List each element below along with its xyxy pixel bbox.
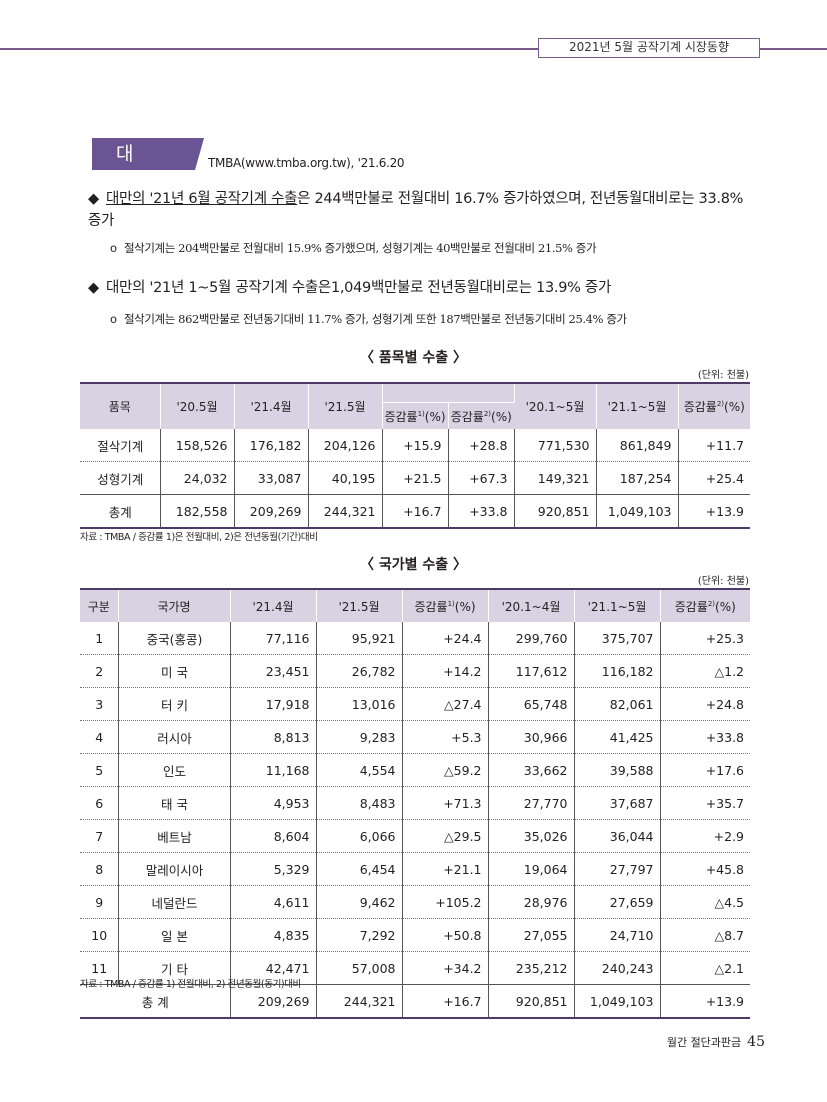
col-header-spacer [382,383,515,403]
table-row: 10 일 본 4,835 7,292 +50.8 27,055 24,710 △8.7 [80,918,750,952]
circle-bullet-icon: o [110,241,117,255]
col-header: '21.5월 [316,589,403,622]
col-header: '21.1~5월 [574,589,661,622]
header-rule [0,48,827,50]
col-header: 증감률2)(%) [660,589,750,622]
circle-bullet-icon: o [110,312,117,326]
table-row: 8 말레이시아 5,329 6,454 +21.1 19,064 27,797 +45.8 [80,852,750,886]
col-header: '21.4월 [230,589,317,622]
source-citation: TMBA(www.tmba.org.tw), '21.6.20 [208,156,405,170]
bullet-2-text: 대만의 '21년 1~5월 공작기계 수출은1,049백만불로 전년동월대비로는… [106,280,612,296]
table1-unit: (단위: 천불) [697,370,749,381]
sub-bullet-1-text: 절삭기계는 204백만불로 전월대비 15.9% 증가했으며, 성형기계는 40… [124,241,597,255]
diamond-icon: ◆ [88,191,99,207]
col-header: '20.5월 [160,383,235,429]
table-row: 절삭기계 158,526 176,182 204,126 +15.9 +28.8 771,5… [80,429,750,462]
table-total-row: 총 계 209,269 244,321 +16.7 920,851 1,049,103… [80,984,750,1018]
bullet-1-text: 은 244백만불로 전월대비 16.7% 증가하였으며, 전년동월대비로는 33… [297,191,744,207]
table2-title: 〈 국가별 수출 〉 [359,557,468,573]
table-row: 9 네덜란드 4,611 9,462 +105.2 28,976 27,659 △4.5 [80,885,750,919]
table-row: 5 인도 11,168 4,554 △59.2 33,662 39,588 +17.6 [80,753,750,787]
table-row: 7 베트남 8,604 6,066 △29.5 35,026 36,044 +2.9 [80,819,750,853]
sub-bullet-2: o 절삭기계는 862백만불로 전년동기대비 11.7% 증가, 성형기계 또한 … [110,311,627,327]
col-header: 국가명 [118,589,231,622]
table2-unit: (단위: 천불) [697,576,749,587]
table-row: 1 중국(홍콩) 77,116 95,921 +24.4 299,760 375,707 +2… [80,622,750,655]
col-header: 증감률1)(%) [402,589,489,622]
page-number: 45 [747,1034,765,1050]
bullet-1-cont: 증가 [88,213,115,229]
table1-title: 〈 품목별 수출 〉 [359,350,468,366]
publication-name: 월간 절단과판금 [666,1036,742,1049]
country-export-table: 구분 국가명 '21.4월 '21.5월 증감률1)(%) '20.1~4월 '… [80,588,750,1019]
country-tag: 대 만 [92,138,204,170]
col-header: 증감률2)(%) [678,383,750,429]
col-header: '20.1~4월 [488,589,575,622]
table1-note: 자료 : TMBA / 증감률 1)은 전월대비, 2)은 전년동월(기간)대비 [80,532,318,543]
col-header: '21.5월 [308,383,383,429]
sub-bullet-2-text: 절삭기계는 862백만불로 전년동기대비 11.7% 증가, 성형기계 또한 1… [124,312,627,326]
sub-bullet-1: o 절삭기계는 204백만불로 전월대비 15.9% 증가했으며, 성형기계는 4… [110,240,597,256]
table-row: 성형기계 24,032 33,087 40,195 +21.5 +67.3 149,321 1… [80,461,750,495]
col-header: '20.1~5월 [514,383,597,429]
table-row: 11 기 타 42,471 57,008 +34.2 235,212 240,243 △2.1 [80,951,750,985]
bullet-1-underlined: 대만의 '21년 6월 공작기계 수출 [106,191,298,207]
bullet-2: ◆ 대만의 '21년 1~5월 공작기계 수출은1,049백만불로 전년동월대비로… [88,277,611,299]
table2-note: 자료 : TMBA / 증감률 1) 전월대비, 2) 전년동월(동기)대비 [80,979,301,990]
table-total-row: 총계 182,558 209,269 244,321 +16.7 +33.8 920,851… [80,494,750,529]
col-header: 구분 [80,589,119,622]
page-footer: 월간 절단과판금 45 [667,1034,765,1050]
col-header: 증감률2)(%) [448,402,514,429]
table-row: 4 러시아 8,813 9,283 +5.3 30,966 41,425 +33.8 [80,720,750,754]
running-header: 2021년 5월 공작기계 시장동향 [538,38,760,58]
col-header: '21.1~5월 [596,383,679,429]
diamond-icon: ◆ [88,280,99,296]
bullet-1: ◆ 대만의 '21년 6월 공작기계 수출은 244백만불로 전월대비 16.7%… [88,188,743,232]
product-export-table: 품목 '20.5월 '21.4월 '21.5월 '20.1~5월 '21.1~5… [80,382,750,529]
col-header: 품목 [80,383,161,429]
col-header: 증감률1)(%) [382,402,449,429]
col-header: '21.4월 [234,383,309,429]
